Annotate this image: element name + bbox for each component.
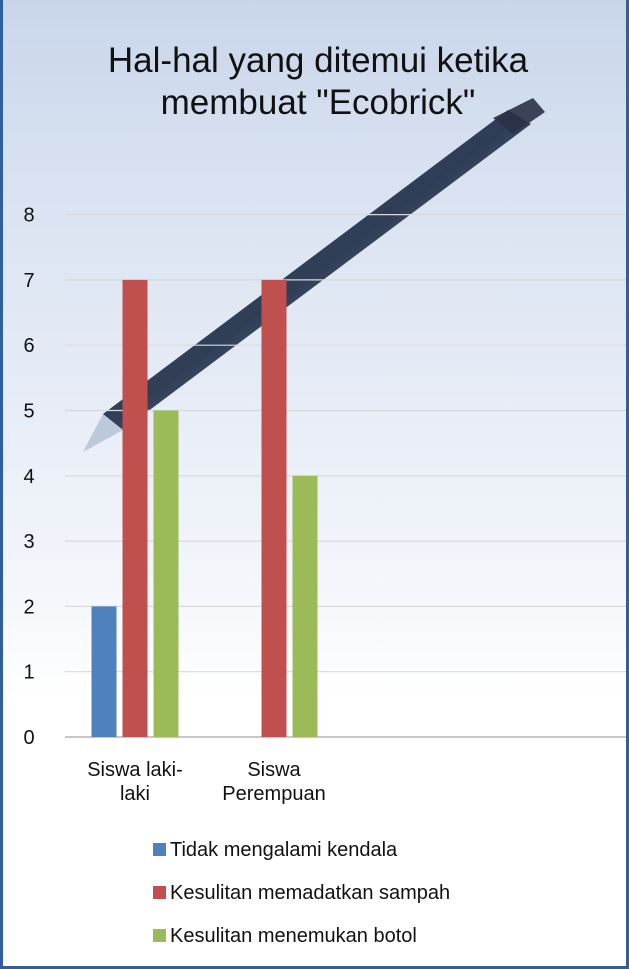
chart-title: Hal-hal yang ditemui ketika membuat "Eco… bbox=[107, 41, 529, 122]
x-category-label: Siswa bbox=[247, 759, 301, 781]
chart-legend: Tidak mengalami kendala Kesulitan memadat… bbox=[153, 838, 450, 966]
legend-label: Tidak mengalami kendala bbox=[170, 839, 398, 861]
y-tick-label: 2 bbox=[23, 596, 34, 618]
bar-0-2 bbox=[153, 410, 179, 737]
y-tick-label: 6 bbox=[23, 335, 34, 357]
legend-swatch bbox=[153, 843, 166, 856]
legend-item: Kesulitan memadatkan sampah bbox=[153, 881, 450, 905]
y-tick-label: 0 bbox=[23, 727, 34, 749]
y-tick-label: 1 bbox=[23, 662, 34, 684]
legend-label: Kesulitan menemukan botol bbox=[170, 925, 417, 947]
y-tick-label: 4 bbox=[23, 466, 34, 488]
legend-item: Kesulitan menemukan botol bbox=[153, 924, 450, 948]
x-category-label: Perempuan bbox=[222, 783, 325, 805]
bar-0-0 bbox=[91, 606, 117, 737]
legend-swatch bbox=[153, 929, 166, 942]
x-category-label: laki bbox=[120, 783, 150, 805]
bar-1-2 bbox=[292, 475, 318, 737]
bar-0-1 bbox=[122, 279, 148, 737]
legend-swatch bbox=[153, 886, 166, 899]
legend-item: Tidak mengalami kendala bbox=[153, 838, 450, 862]
y-tick-label: 5 bbox=[23, 401, 34, 423]
y-tick-label: 8 bbox=[23, 205, 34, 227]
y-tick-label: 3 bbox=[23, 531, 34, 553]
y-tick-label: 7 bbox=[23, 270, 34, 292]
bar-1-1 bbox=[261, 279, 287, 737]
x-category-label: Siswa laki- bbox=[87, 759, 183, 781]
legend-label: Kesulitan memadatkan sampah bbox=[170, 882, 451, 904]
